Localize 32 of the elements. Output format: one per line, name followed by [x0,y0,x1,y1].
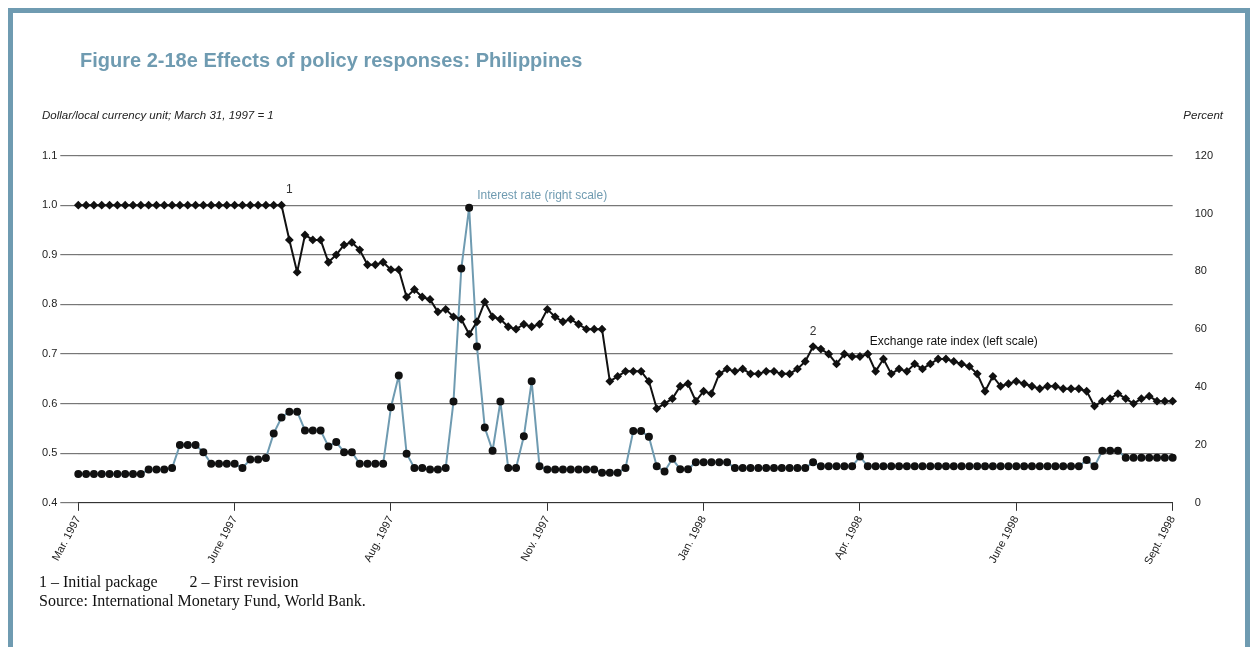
y2-tick-label: 80 [1194,264,1207,277]
y-tick-label: 1.1 [41,148,58,161]
x-tick-label: Nov. 1997 [517,513,552,563]
x-tick-label: Jan. 1998 [674,513,709,562]
annotation: 1 [286,182,293,197]
x-tick-label: Aug. 1997 [361,513,396,564]
x-tick-label: Mar. 1997 [49,513,83,563]
source-note: Source: International Monetary Fund, World Bank. [39,591,366,610]
y-tick-label: 0.4 [41,495,58,508]
y-tick-label: 0.9 [41,247,58,260]
y2-tick-label: 20 [1194,437,1207,450]
y2-axis-title: Percent [1183,109,1223,121]
y-tick-label: 0.6 [41,396,58,409]
y2-tick-label: 100 [1194,206,1214,219]
y-tick-label: 0.5 [41,446,58,459]
x-tick-label: June 1998 [986,513,1021,565]
x-tick-label: Apr. 1998 [831,513,865,561]
y2-tick-label: 60 [1194,322,1207,335]
x-tick-label: Sept. 1998 [1141,513,1178,567]
y-axis-title: Dollar/local currency unit; March 31, 1997 = 1 [42,109,274,121]
text: 1 – Initial package 2 – First revision [39,572,300,591]
y2-tick-label: 0 [1194,495,1201,508]
annotation: 2 [809,323,817,338]
series-label: Exchange rate index (left scale) [869,334,1038,349]
x-tick-label: June 1997 [204,513,240,565]
y2-tick-label: 120 [1194,148,1214,161]
chart-title: Figure 2-18e Effects of policy responses: Philippines [80,49,583,72]
y-tick-label: 0.8 [41,297,58,310]
series-label: Interest rate (right scale) [477,187,608,202]
y2-tick-label: 40 [1194,380,1207,393]
y-tick-label: 1.0 [41,198,58,211]
y-tick-label: 0.7 [41,347,58,360]
